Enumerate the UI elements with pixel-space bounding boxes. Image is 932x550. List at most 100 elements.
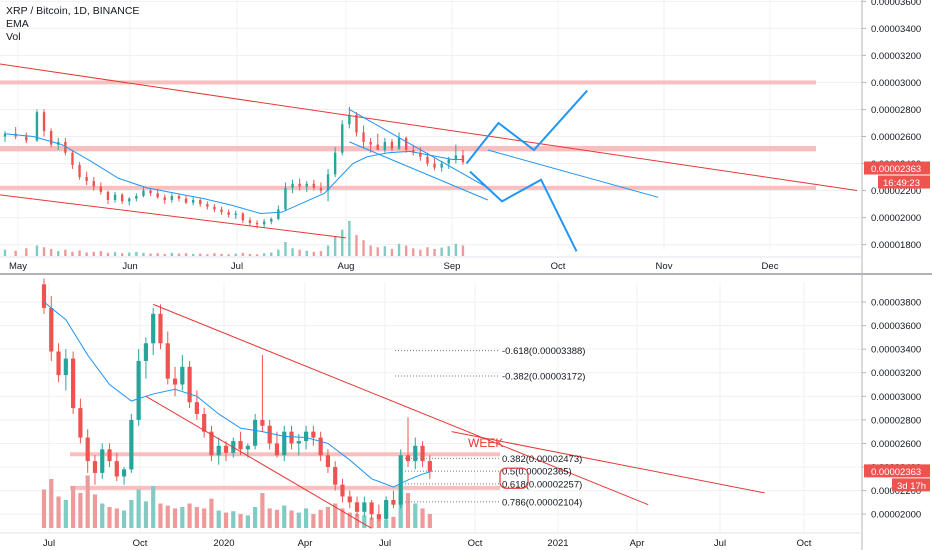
volume-bar xyxy=(296,512,301,528)
volume-bar xyxy=(199,253,202,256)
volume-bar xyxy=(447,246,450,256)
volume-bar xyxy=(340,508,345,528)
candle-body xyxy=(191,200,195,203)
volume-bar xyxy=(231,511,236,528)
volume-bar xyxy=(384,519,389,528)
volume-bar xyxy=(121,510,127,528)
weekly-pane[interactable]: 0.000020000.000022000.000024000.00002600… xyxy=(0,274,930,550)
volume-bar xyxy=(284,242,287,256)
volume-bar xyxy=(291,248,294,256)
price-tick-label: 0.00001800 xyxy=(871,240,921,251)
volume-bar xyxy=(282,505,287,528)
countdown-tag: 16:49:23 xyxy=(883,178,920,189)
candle-body xyxy=(369,502,374,515)
candle-body xyxy=(376,514,381,519)
candle-body xyxy=(78,164,81,178)
candle-body xyxy=(325,455,331,468)
volume-bar xyxy=(35,245,39,256)
volume-bar xyxy=(143,501,149,528)
candle-body xyxy=(419,152,422,157)
countdown-tag: 3d 17h xyxy=(897,481,926,492)
volume-bar xyxy=(440,247,443,256)
candle-body xyxy=(305,183,308,187)
volume-indicator-label[interactable]: Vol xyxy=(6,31,21,43)
volume-bar xyxy=(319,251,323,256)
candle-body xyxy=(426,156,429,164)
candle-body xyxy=(107,449,112,462)
price-tick-label: 0.00003600 xyxy=(871,0,921,8)
volume-bar xyxy=(255,254,259,256)
fib-level-label: 0.786(0.00002104) xyxy=(502,497,582,508)
candle-body xyxy=(156,193,159,198)
price-tick-label: 0.00002600 xyxy=(871,132,921,143)
candle-body xyxy=(333,467,338,485)
daily-pane[interactable]: 0.000018000.000020000.000022000.00002400… xyxy=(0,0,932,275)
time-tick-label: Jul xyxy=(379,538,391,549)
volume-bar xyxy=(326,245,330,256)
time-tick-label: Dec xyxy=(762,261,779,272)
countdown-tag-bg xyxy=(892,478,930,492)
candle-body xyxy=(41,284,47,308)
ema-line xyxy=(43,301,430,488)
volume-bar xyxy=(120,253,124,256)
candle-body xyxy=(165,343,170,379)
candle-body xyxy=(63,358,68,376)
channel-line xyxy=(487,149,659,198)
volume-bar xyxy=(355,235,358,256)
channel-line xyxy=(349,109,489,189)
candle-body xyxy=(106,191,110,200)
candle-body xyxy=(253,419,258,446)
volume-bar xyxy=(241,252,245,256)
volume-bar xyxy=(14,250,17,256)
time-tick-label: May xyxy=(9,261,27,272)
volume-bar xyxy=(170,252,174,256)
price-tick-label: 0.00003000 xyxy=(871,392,921,403)
volume-bar xyxy=(85,475,90,528)
candle-body xyxy=(136,360,141,420)
volume-bar xyxy=(427,514,432,528)
volume-bar xyxy=(114,508,119,528)
candle-body xyxy=(298,183,301,187)
volume-bar xyxy=(227,254,230,256)
ema-indicator-label[interactable]: EMA xyxy=(6,18,29,30)
volume-bar xyxy=(253,507,258,528)
fib-level-label: -0.618(0.00003388) xyxy=(502,346,585,357)
candle-body xyxy=(289,431,294,444)
candle-body xyxy=(209,431,214,456)
time-tick-label: Aug xyxy=(338,261,355,272)
price-tick-label: 0.00003800 xyxy=(871,298,921,309)
candle-body xyxy=(100,449,105,473)
candle-body xyxy=(49,131,53,145)
candle-body xyxy=(71,358,76,409)
volume-bar xyxy=(289,510,294,528)
candle-body xyxy=(383,141,387,150)
candle-body xyxy=(326,174,330,191)
volume-bar xyxy=(354,514,360,528)
candle-body xyxy=(340,484,345,497)
last-price-tag: 0.00002363 xyxy=(871,164,921,175)
volume-bar xyxy=(216,510,221,528)
candle-body xyxy=(391,500,396,505)
candle-body xyxy=(120,194,124,202)
time-tick-label: 2021 xyxy=(547,538,568,549)
candle-body xyxy=(267,425,272,444)
candle-body xyxy=(447,159,450,164)
volume-bar xyxy=(398,496,403,528)
candle-body xyxy=(255,222,259,225)
candle-body xyxy=(282,431,287,456)
trendline xyxy=(0,63,858,192)
volume-bar xyxy=(135,251,138,256)
candle-body xyxy=(35,112,39,141)
price-tick-label: 0.00002200 xyxy=(871,186,921,197)
volume-bar xyxy=(64,249,67,256)
candle-body xyxy=(347,496,352,503)
resistance-zone xyxy=(70,485,500,490)
candle-body xyxy=(312,183,316,188)
volume-bar xyxy=(333,236,337,256)
volume-bar xyxy=(151,486,156,528)
volume-bar xyxy=(191,253,195,256)
candle-body xyxy=(384,500,389,519)
fib-level-label: 0.618(0.00002257) xyxy=(502,479,582,490)
candle-body xyxy=(404,137,408,150)
